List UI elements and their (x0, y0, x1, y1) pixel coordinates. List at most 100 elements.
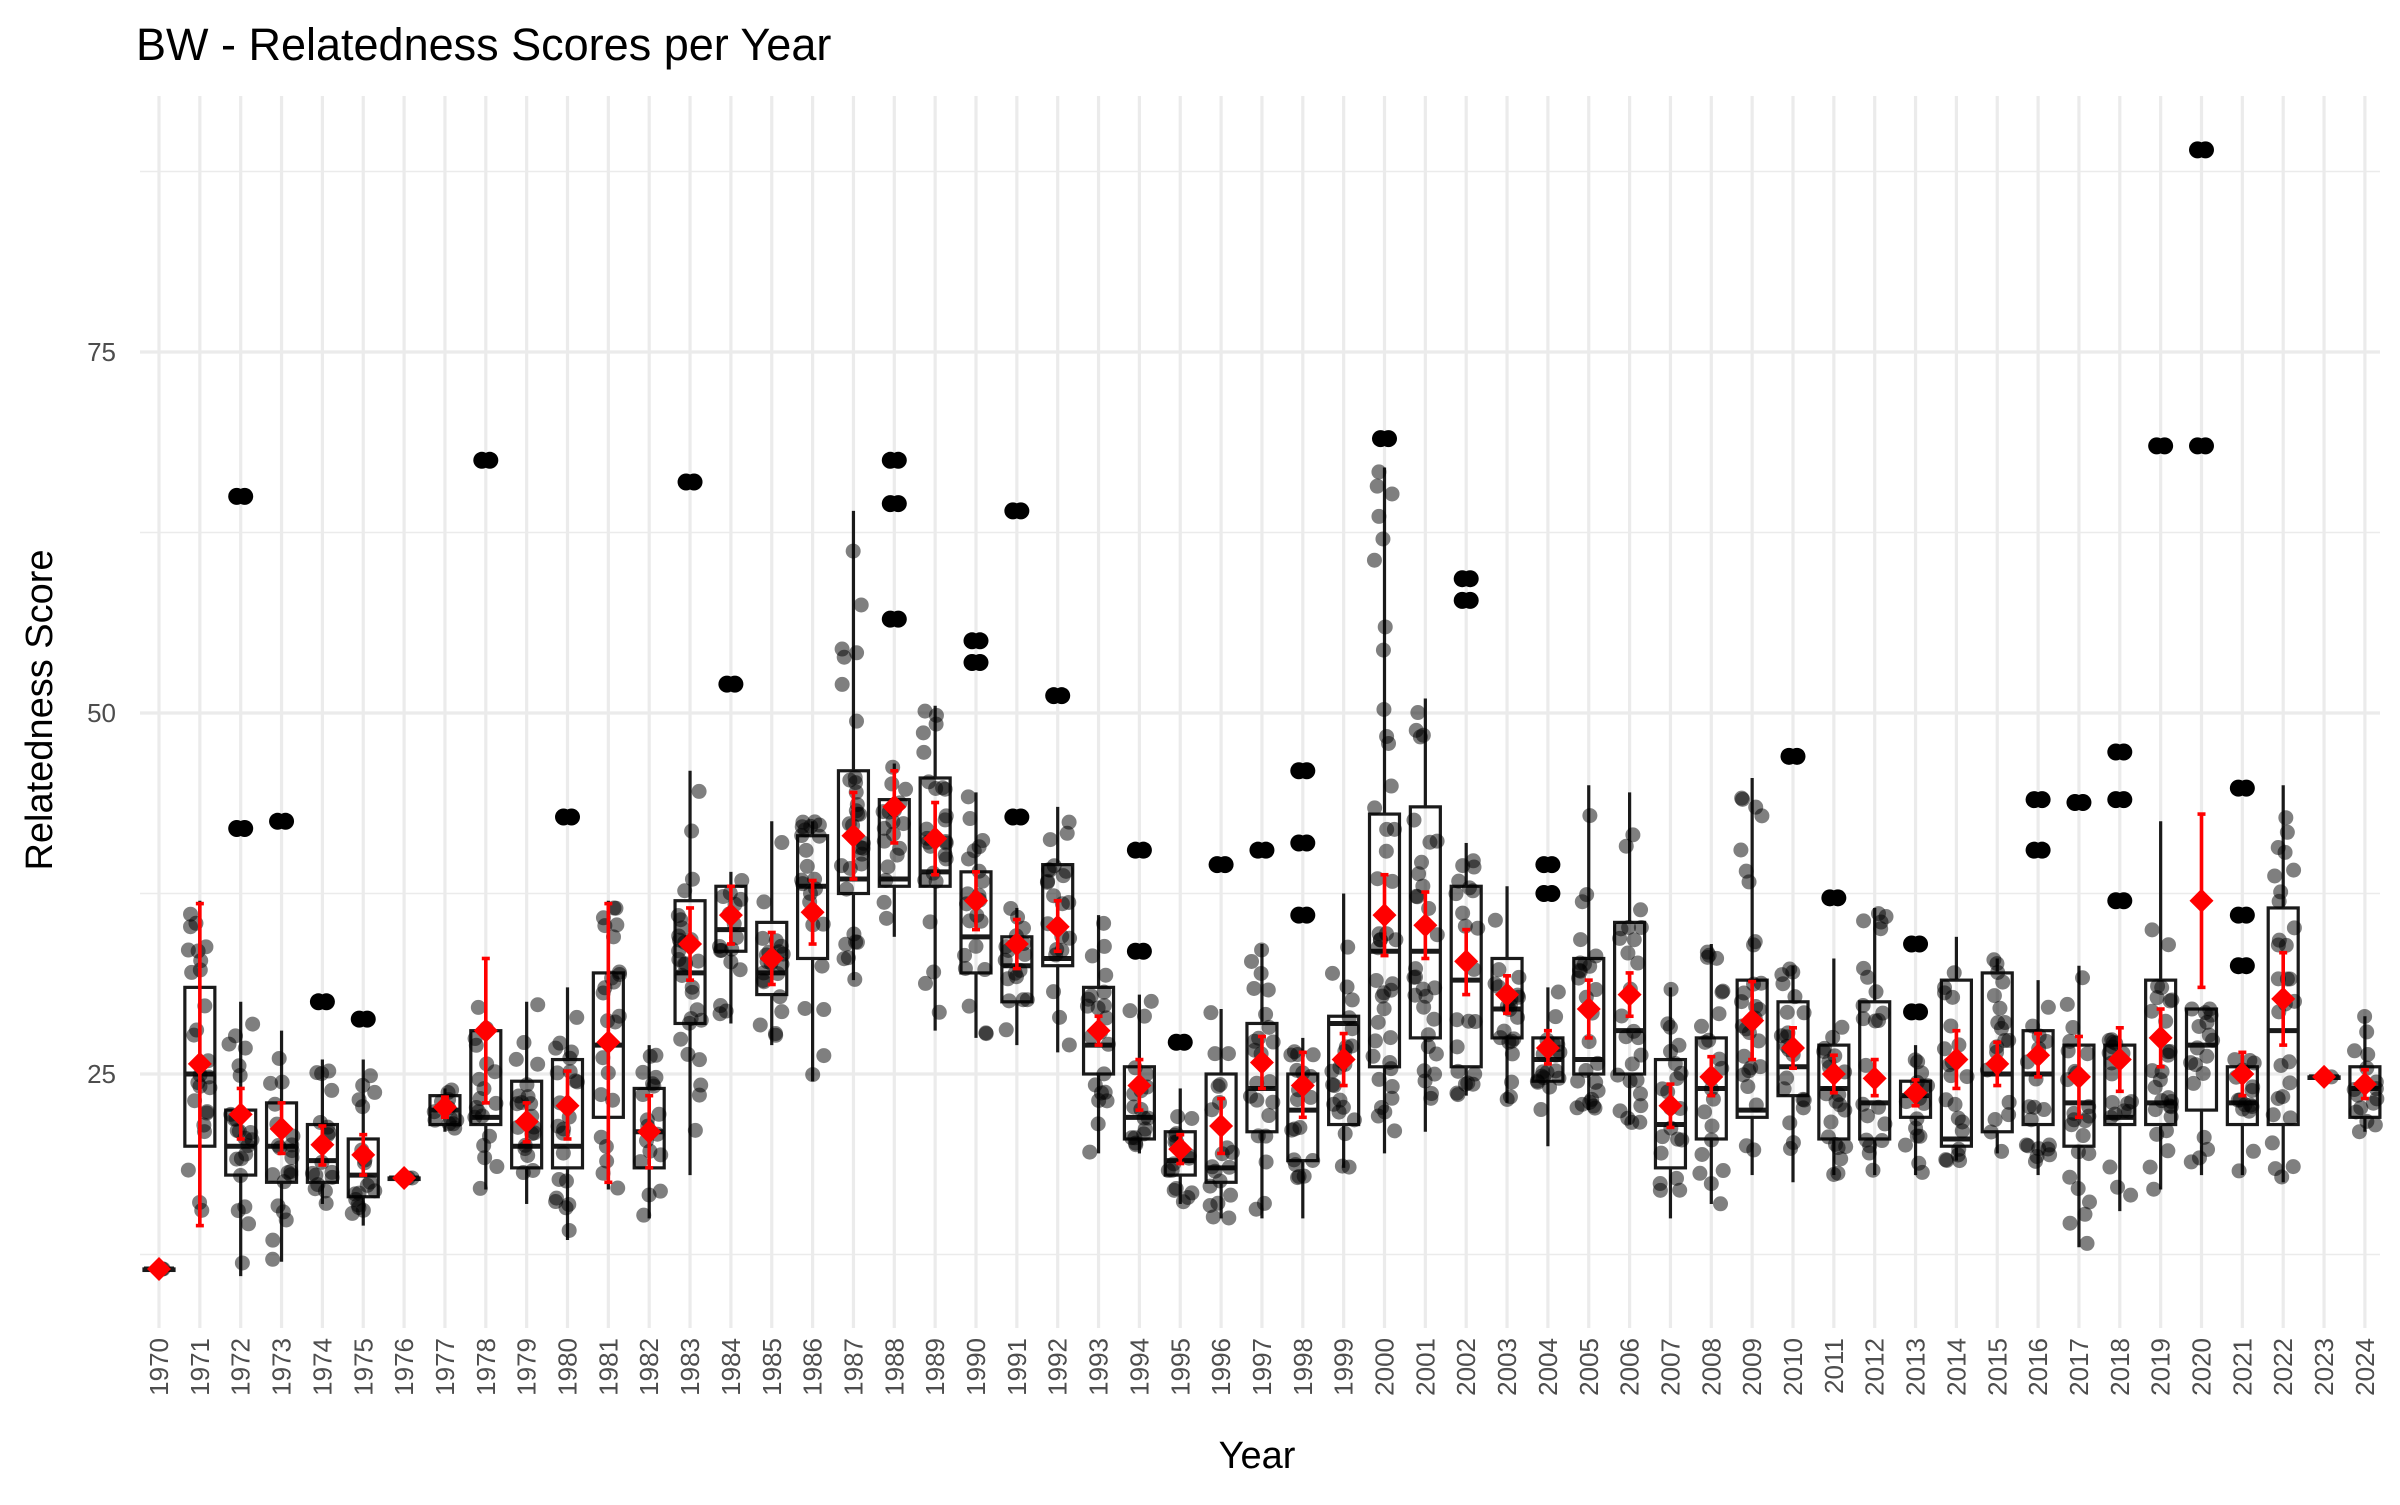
data-point (1042, 832, 1058, 848)
data-point (1701, 947, 1717, 963)
data-point (774, 1004, 790, 1020)
data-point (1704, 1132, 1720, 1148)
data-point (635, 1064, 651, 1080)
data-point (711, 939, 727, 955)
data-point (1936, 1041, 1952, 1057)
data-point (1288, 1157, 1304, 1173)
mean-marker (964, 888, 988, 913)
data-point (1652, 1176, 1668, 1192)
data-point (968, 938, 984, 954)
data-point (847, 971, 863, 987)
data-point (1625, 827, 1641, 843)
data-point (1368, 972, 1384, 988)
x-tick-label: 2008 (1696, 1338, 1726, 1396)
data-point (1090, 1000, 1106, 1016)
mean-marker (1086, 1018, 1111, 1043)
data-point (2196, 1129, 2212, 1145)
data-point (691, 783, 707, 799)
data-point (2264, 1135, 2280, 1151)
data-point (1450, 1063, 1466, 1079)
data-point (1833, 1151, 1849, 1167)
data-point (1550, 984, 1566, 1000)
data-point (1946, 965, 1962, 981)
outlier-point (236, 820, 254, 838)
data-point (1610, 1067, 1626, 1083)
mean-marker (678, 932, 703, 957)
data-point (555, 1145, 571, 1161)
data-point (1868, 984, 1884, 1000)
mean-marker (1944, 1047, 1969, 1072)
data-point (509, 1096, 525, 1112)
x-tick-label: 2019 (2146, 1338, 2176, 1396)
data-point (1290, 1170, 1306, 1186)
data-point (476, 1081, 492, 1097)
x-tick-label: 2022 (2268, 1338, 2298, 1396)
data-point (1578, 1062, 1594, 1078)
data-point (2023, 1112, 2039, 1128)
data-point (1367, 1033, 1383, 1049)
data-point (1265, 1034, 1281, 1050)
data-point (1713, 1196, 1729, 1212)
data-point (487, 1064, 503, 1080)
x-tick-label: 1981 (593, 1338, 623, 1396)
data-point (1663, 1043, 1679, 1059)
data-point (1950, 1110, 1966, 1126)
data-point (1289, 1062, 1305, 1078)
data-point (1859, 1108, 1875, 1124)
data-point (1256, 1195, 1272, 1211)
data-point (1325, 1077, 1341, 1093)
data-point (508, 1051, 524, 1067)
mean-marker (2271, 986, 2296, 1011)
data-point (1376, 1001, 1392, 1017)
data-point (1630, 1030, 1646, 1046)
data-point (691, 1052, 707, 1068)
data-point (1624, 1056, 1640, 1072)
data-point (2359, 1024, 2375, 1040)
mean-marker (473, 1018, 498, 1043)
data-point (1258, 1154, 1274, 1170)
data-point (1502, 1089, 1518, 1105)
data-point (481, 1128, 497, 1144)
data-point (1487, 912, 1503, 928)
data-point (1449, 1012, 1465, 1028)
mean-marker (637, 1119, 662, 1144)
outlier-point (1298, 762, 1316, 780)
data-point (642, 1048, 658, 1064)
data-point (271, 1050, 287, 1066)
data-point (355, 1077, 371, 1093)
mean-marker (1290, 1073, 1315, 1098)
x-tick-label: 1982 (634, 1338, 664, 1396)
data-point (652, 1183, 668, 1199)
data-point (1098, 1010, 1114, 1026)
data-point (1100, 1036, 1116, 1052)
data-point (1408, 888, 1424, 904)
data-point (1426, 1011, 1442, 1027)
data-point (1740, 1079, 1756, 1095)
outlier-point (1298, 834, 1316, 852)
outlier-point (2197, 141, 2214, 159)
data-point (1407, 987, 1423, 1003)
data-point (1224, 1144, 1240, 1160)
data-point (1711, 1006, 1727, 1022)
data-point (1618, 1029, 1634, 1045)
x-tick-label: 2023 (2309, 1338, 2339, 1396)
data-point (1082, 1144, 1098, 1160)
mean-marker (1576, 997, 1601, 1022)
data-point (474, 1108, 490, 1124)
data-point (833, 858, 849, 874)
data-point (1571, 970, 1587, 986)
outlier-point (2115, 743, 2133, 761)
mean-marker (432, 1095, 457, 1120)
data-point (1370, 1108, 1386, 1124)
data-point (1202, 1197, 1218, 1213)
data-point (2347, 1043, 2363, 1059)
mean-marker (514, 1109, 539, 1134)
data-point (1511, 969, 1527, 985)
data-point (2285, 1159, 2301, 1175)
x-tick-label: 1972 (226, 1338, 256, 1396)
data-point (563, 1044, 579, 1060)
data-point (2274, 1169, 2290, 1185)
data-point (2001, 1107, 2017, 1123)
data-point (1506, 1031, 1522, 1047)
outlier-point (2115, 791, 2133, 809)
